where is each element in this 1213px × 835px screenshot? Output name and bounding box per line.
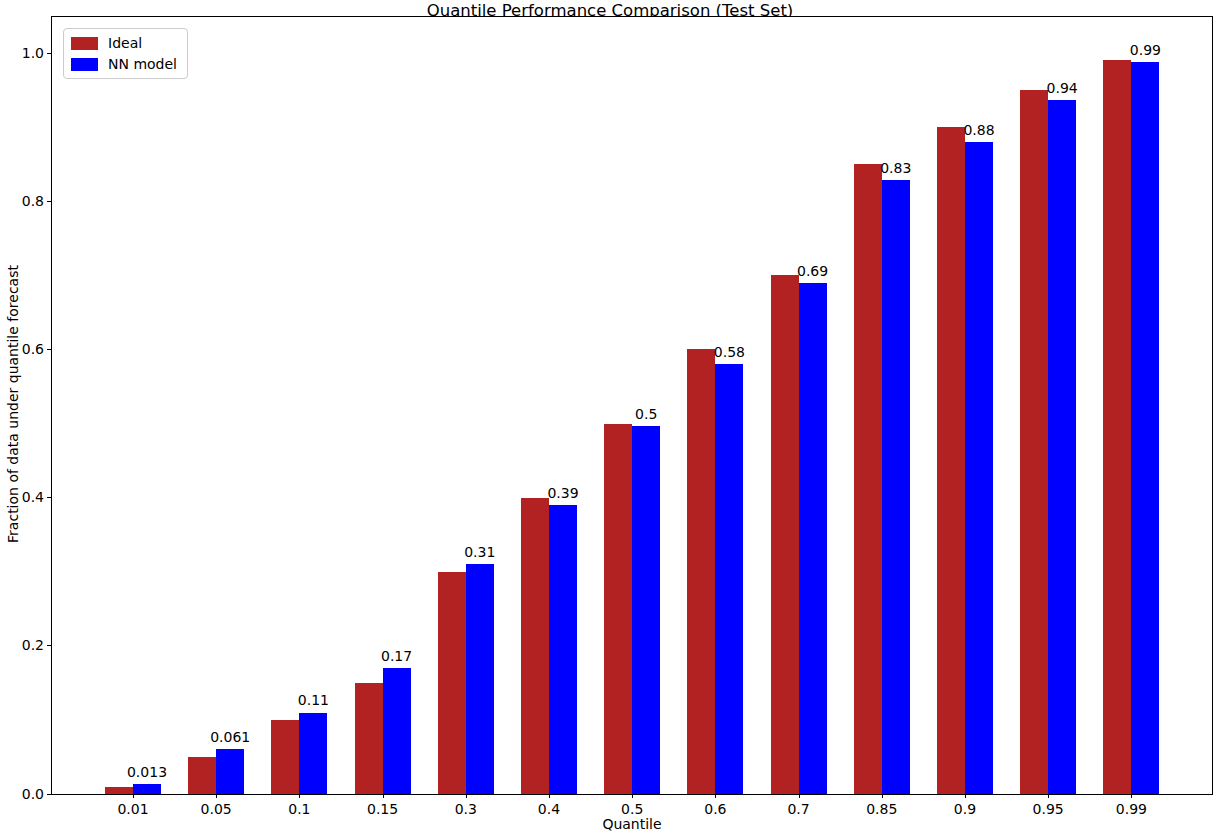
y-tick-label: 0.8: [4, 193, 44, 210]
y-tick-mark: [47, 794, 51, 795]
y-tick-mark: [47, 53, 51, 54]
ideal-bar: [1020, 90, 1048, 794]
x-tick-label: 0.01: [93, 801, 173, 817]
chart-figure: Quantile Performance Comparison (Test Se…: [0, 0, 1213, 835]
bar-value-label: 0.39: [523, 485, 603, 502]
ideal-bar: [937, 127, 965, 794]
nn-model-bar: [715, 364, 743, 794]
legend-entry: Ideal: [71, 35, 177, 51]
x-tick-mark: [549, 794, 550, 798]
ideal-bar: [355, 683, 383, 794]
x-tick-label: 0.3: [426, 801, 506, 817]
x-tick-mark: [1048, 794, 1049, 798]
x-tick-label: 0.6: [675, 801, 755, 817]
ideal-bar: [604, 424, 632, 794]
nn-model-bar: [799, 283, 827, 794]
plot-area: IdealNN model 0.0130.010.0610.050.110.10…: [51, 16, 1213, 795]
bar-value-label: 0.013: [107, 764, 187, 781]
bar-value-label: 0.061: [190, 729, 270, 746]
nn-model-bar: [133, 784, 161, 794]
x-tick-mark: [965, 794, 966, 798]
bar-value-label: 0.5: [606, 406, 686, 423]
x-tick-mark: [383, 794, 384, 798]
y-tick-label: 0.0: [4, 786, 44, 803]
bar-value-label: 0.83: [856, 160, 936, 177]
nn-model-bar: [299, 713, 327, 795]
ideal-bar: [687, 349, 715, 794]
y-tick-mark: [47, 349, 51, 350]
x-tick-mark: [1131, 794, 1132, 798]
bar-value-label: 0.88: [939, 122, 1019, 139]
y-tick-mark: [47, 497, 51, 498]
bar-value-label: 0.31: [440, 544, 520, 561]
nn-model-bar: [549, 505, 577, 794]
bar-value-label: 0.58: [689, 344, 769, 361]
y-axis-label: Fraction of data under quantile forecast: [5, 265, 21, 543]
nn-model-bar: [383, 668, 411, 794]
x-tick-label: 0.9: [925, 801, 1005, 817]
nn-model-bar: [1048, 100, 1076, 794]
y-tick-label: 0.2: [4, 637, 44, 654]
nn-model-bar: [632, 426, 660, 794]
x-tick-mark: [466, 794, 467, 798]
x-tick-label: 0.85: [842, 801, 922, 817]
y-tick-label: 1.0: [4, 45, 44, 62]
x-tick-label: 0.5: [592, 801, 672, 817]
nn-model-bar: [466, 564, 494, 794]
x-tick-label: 0.15: [343, 801, 423, 817]
x-tick-mark: [715, 794, 716, 798]
ideal-bar: [854, 164, 882, 794]
x-tick-label: 0.99: [1091, 801, 1171, 817]
nn-model-bar: [965, 142, 993, 794]
legend-swatch-nn-model: [71, 58, 98, 71]
ideal-bar: [771, 275, 799, 794]
legend: Ideal NN model: [63, 28, 188, 79]
ideal-bar: [271, 720, 299, 794]
nn-model-bar: [1131, 62, 1159, 794]
x-tick-mark: [882, 794, 883, 798]
x-tick-mark: [133, 794, 134, 798]
nn-model-bar: [216, 749, 244, 794]
x-tick-label: 0.95: [1008, 801, 1088, 817]
ideal-bar: [521, 498, 549, 794]
x-tick-mark: [299, 794, 300, 798]
x-tick-mark: [799, 794, 800, 798]
legend-entry: NN model: [71, 56, 177, 72]
x-tick-label: 0.05: [176, 801, 256, 817]
x-tick-label: 0.4: [509, 801, 589, 817]
nn-model-bar: [882, 180, 910, 794]
legend-entry-label: Ideal: [108, 35, 142, 51]
x-tick-mark: [216, 794, 217, 798]
bar-value-label: 0.11: [273, 692, 353, 709]
x-tick-label: 0.7: [759, 801, 839, 817]
x-tick-mark: [632, 794, 633, 798]
x-axis-label: Quantile: [602, 816, 661, 832]
bar-value-label: 0.99: [1105, 42, 1185, 59]
legend-swatch-ideal: [71, 37, 98, 50]
ideal-bar: [105, 787, 133, 794]
y-tick-mark: [47, 201, 51, 202]
ideal-bar: [188, 757, 216, 794]
bar-value-label: 0.69: [773, 263, 853, 280]
ideal-bar: [438, 572, 466, 794]
ideal-bar: [1103, 60, 1131, 794]
bar-value-label: 0.17: [357, 648, 437, 665]
legend-entry-label: NN model: [108, 56, 177, 72]
y-tick-mark: [47, 645, 51, 646]
x-tick-label: 0.1: [259, 801, 339, 817]
bar-value-label: 0.94: [1022, 80, 1102, 97]
